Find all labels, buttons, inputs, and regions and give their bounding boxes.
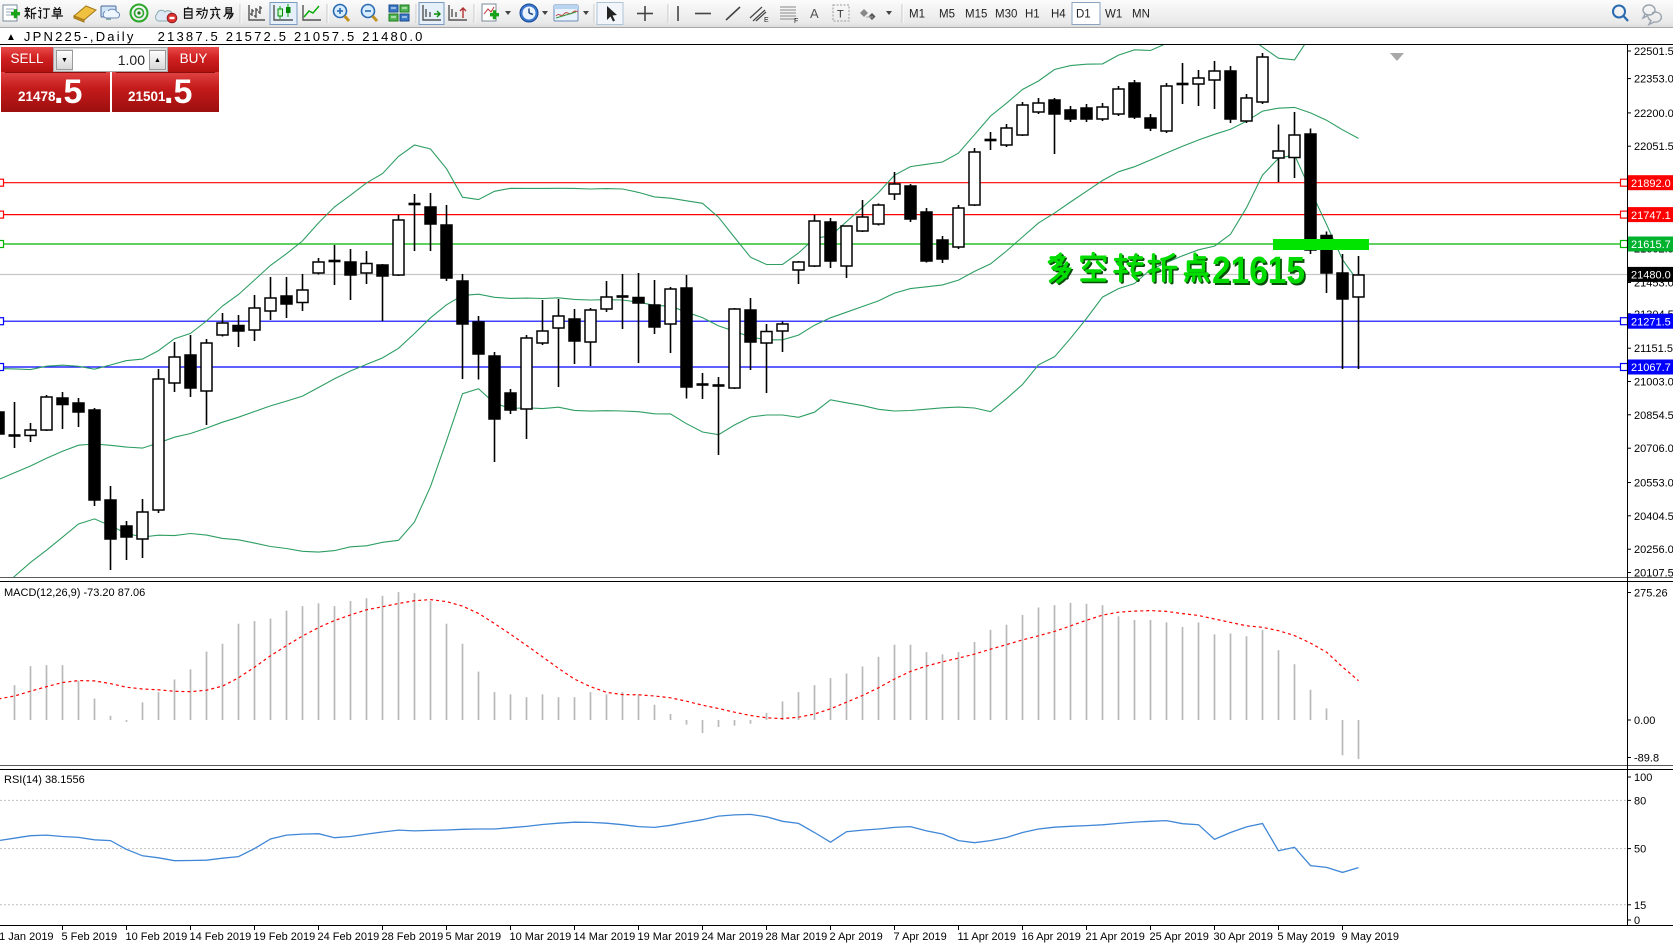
svg-text:24 Mar 2019: 24 Mar 2019 [702, 931, 764, 943]
svg-text:21615: 21615 [1212, 250, 1305, 292]
svg-text:275.26: 275.26 [1634, 588, 1668, 600]
svg-text:20256.0: 20256.0 [1634, 544, 1673, 556]
svg-text:80: 80 [1634, 795, 1646, 807]
svg-text:21 Apr 2019: 21 Apr 2019 [1086, 931, 1145, 943]
svg-text:T: T [837, 9, 844, 21]
svg-text:28 Mar 2019: 28 Mar 2019 [766, 931, 828, 943]
svg-text:21271.5: 21271.5 [1631, 316, 1671, 328]
svg-text:20553.0: 20553.0 [1634, 478, 1673, 490]
svg-text:20107.5: 20107.5 [1634, 568, 1673, 580]
svg-text:5 Feb 2019: 5 Feb 2019 [62, 931, 118, 943]
svg-text:5 Mar 2019: 5 Mar 2019 [446, 931, 502, 943]
svg-text:19 Mar 2019: 19 Mar 2019 [638, 931, 700, 943]
svg-text:20706.0: 20706.0 [1634, 443, 1673, 455]
svg-text:100: 100 [1634, 772, 1652, 784]
svg-text:20854.5: 20854.5 [1634, 410, 1673, 422]
svg-text:10 Feb 2019: 10 Feb 2019 [126, 931, 188, 943]
svg-text:-89.8: -89.8 [1634, 753, 1659, 765]
svg-text:F: F [794, 18, 798, 25]
svg-text:28 Feb 2019: 28 Feb 2019 [382, 931, 444, 943]
svg-text:7 Apr 2019: 7 Apr 2019 [894, 931, 947, 943]
svg-text:5 May 2019: 5 May 2019 [1278, 931, 1335, 943]
svg-text:MACD(12,26,9) -73.20 87.06: MACD(12,26,9) -73.20 87.06 [4, 587, 145, 599]
svg-text:21480.0: 21480.0 [1631, 270, 1671, 282]
svg-text:H4: H4 [1051, 9, 1066, 21]
svg-text:21892.0: 21892.0 [1631, 178, 1671, 190]
svg-text:19 Feb 2019: 19 Feb 2019 [254, 931, 316, 943]
svg-text:10 Mar 2019: 10 Mar 2019 [510, 931, 572, 943]
svg-text:9 May 2019: 9 May 2019 [1342, 931, 1399, 943]
svg-text:22501.5: 22501.5 [1634, 46, 1673, 58]
svg-text:M30: M30 [995, 9, 1017, 21]
svg-text:2 Apr 2019: 2 Apr 2019 [830, 931, 883, 943]
svg-text:14 Mar 2019: 14 Mar 2019 [574, 931, 636, 943]
svg-text:M15: M15 [965, 9, 987, 21]
svg-text:50: 50 [1634, 844, 1646, 856]
svg-text:14 Feb 2019: 14 Feb 2019 [190, 931, 252, 943]
svg-text:15: 15 [1634, 900, 1646, 912]
svg-text:11 Apr 2019: 11 Apr 2019 [958, 931, 1017, 943]
svg-text:W1: W1 [1105, 9, 1122, 21]
svg-text:16 Apr 2019: 16 Apr 2019 [1022, 931, 1081, 943]
svg-text:22200.0: 22200.0 [1634, 108, 1673, 120]
svg-text:25 Apr 2019: 25 Apr 2019 [1150, 931, 1209, 943]
svg-text:31 Jan 2019: 31 Jan 2019 [0, 931, 54, 943]
svg-text:H1: H1 [1025, 9, 1040, 21]
svg-text:21003.0: 21003.0 [1634, 377, 1673, 389]
svg-text:30 Apr 2019: 30 Apr 2019 [1214, 931, 1273, 943]
svg-text:0: 0 [1634, 915, 1640, 927]
svg-text:D1: D1 [1076, 9, 1091, 21]
svg-text:A: A [810, 6, 819, 21]
svg-text:24 Feb 2019: 24 Feb 2019 [318, 931, 380, 943]
svg-text:MN: MN [1132, 9, 1150, 21]
svg-text:RSI(14) 38.1556: RSI(14) 38.1556 [4, 774, 85, 786]
svg-text:22051.5: 22051.5 [1634, 141, 1673, 153]
svg-text:22353.0: 22353.0 [1634, 74, 1673, 86]
svg-text:21747.1: 21747.1 [1631, 210, 1671, 222]
svg-text:M1: M1 [909, 9, 925, 21]
svg-text:21151.5: 21151.5 [1634, 343, 1673, 355]
svg-text:21067.7: 21067.7 [1631, 362, 1671, 374]
svg-text:E: E [764, 17, 769, 24]
svg-text:21615.7: 21615.7 [1631, 239, 1671, 251]
svg-text:0.00: 0.00 [1634, 715, 1655, 727]
svg-text:M5: M5 [939, 9, 955, 21]
svg-text:20404.5: 20404.5 [1634, 511, 1673, 523]
